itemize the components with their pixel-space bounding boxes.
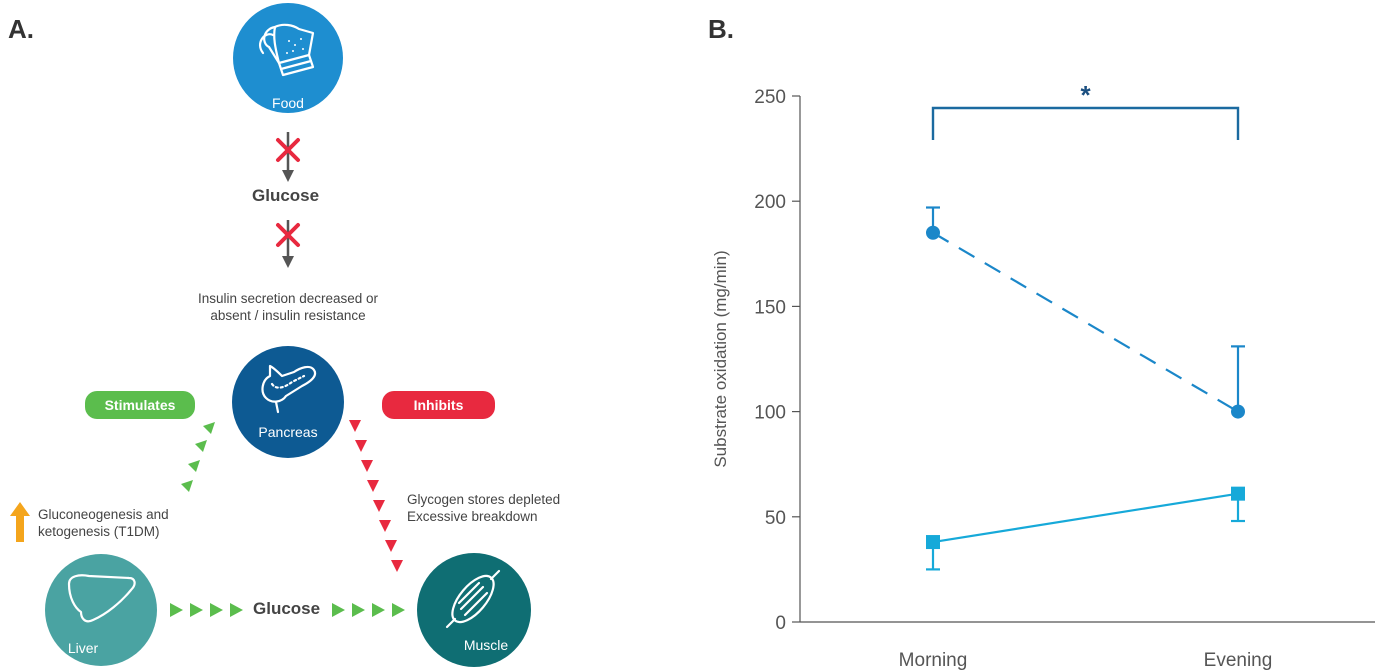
gluconeogenesis-line1: Gluconeogenesis and bbox=[38, 507, 169, 522]
gluconeogenesis-line2: ketogenesis (T1DM) bbox=[38, 524, 160, 539]
y-axis-label: Substrate oxidation (mg/min) bbox=[711, 250, 730, 467]
chart-series bbox=[926, 206, 1245, 571]
data-point bbox=[926, 535, 940, 550]
inhibits-badge: Inhibits bbox=[382, 391, 495, 419]
muscle-circle: Muscle bbox=[417, 553, 531, 667]
y-axis: 0 50 100 150 200 250 bbox=[754, 87, 801, 634]
muscle-label: Muscle bbox=[463, 637, 509, 653]
insulin-text-line2: absent / insulin resistance bbox=[210, 308, 366, 323]
panel-a-letter: A. bbox=[8, 14, 34, 44]
data-point bbox=[926, 225, 940, 240]
stimulates-badge: Stimulates bbox=[85, 391, 195, 419]
significance-star: * bbox=[1080, 80, 1091, 110]
significance-bracket bbox=[931, 106, 1240, 140]
glucose-bottom-label: Glucose bbox=[253, 599, 321, 618]
cross-icon-bottom bbox=[276, 223, 300, 247]
panel-b-letter: B. bbox=[708, 14, 734, 44]
x-axis: Morning Evening bbox=[800, 621, 1375, 671]
glucose-top-label: Glucose bbox=[252, 186, 320, 205]
glucose-flow-arrows bbox=[170, 603, 405, 617]
series-line bbox=[932, 492, 1239, 544]
y-tick-label: 250 bbox=[754, 87, 786, 108]
glycogen-text: Glycogen stores depleted Excessive break… bbox=[407, 491, 560, 525]
glycogen-line2: Excessive breakdown bbox=[407, 509, 538, 524]
muscle-icon bbox=[445, 569, 501, 629]
food-icon bbox=[258, 23, 315, 77]
food-circle: Food bbox=[233, 3, 343, 113]
stimulates-arrows bbox=[181, 422, 215, 492]
liver-icon bbox=[67, 574, 136, 623]
up-arrow-icon bbox=[10, 502, 30, 542]
insulin-text: Insulin secretion decreased or absent / … bbox=[188, 290, 388, 324]
series-0 bbox=[926, 206, 1245, 419]
gluconeogenesis-text: Gluconeogenesis and ketogenesis (T1DM) bbox=[38, 506, 169, 540]
series-line bbox=[932, 231, 1239, 413]
y-tick-label: 100 bbox=[754, 403, 786, 424]
series-1 bbox=[926, 486, 1245, 571]
pancreas-icon bbox=[261, 364, 317, 414]
blocked-arrows bbox=[276, 132, 300, 268]
bracket-line bbox=[931, 106, 1240, 140]
cross-icon-top bbox=[276, 138, 300, 162]
liver-circle: Liver bbox=[45, 554, 157, 666]
food-label: Food bbox=[272, 95, 304, 111]
inhibits-arrows bbox=[349, 420, 403, 572]
x-tick-label: Morning bbox=[899, 650, 968, 671]
y-tick-label: 200 bbox=[754, 192, 786, 213]
data-point bbox=[1231, 486, 1245, 501]
x-tick-label: Evening bbox=[1204, 650, 1273, 671]
liver-label: Liver bbox=[67, 640, 99, 656]
y-tick-label: 50 bbox=[765, 508, 786, 529]
pancreas-circle: Pancreas bbox=[232, 346, 344, 458]
y-tick-label: 150 bbox=[754, 297, 786, 318]
glycogen-line1: Glycogen stores depleted bbox=[407, 492, 561, 507]
pancreas-label: Pancreas bbox=[258, 424, 318, 440]
insulin-text-line1: Insulin secretion decreased or bbox=[197, 291, 379, 306]
data-point bbox=[1231, 404, 1245, 419]
y-tick-label: 0 bbox=[775, 613, 786, 634]
